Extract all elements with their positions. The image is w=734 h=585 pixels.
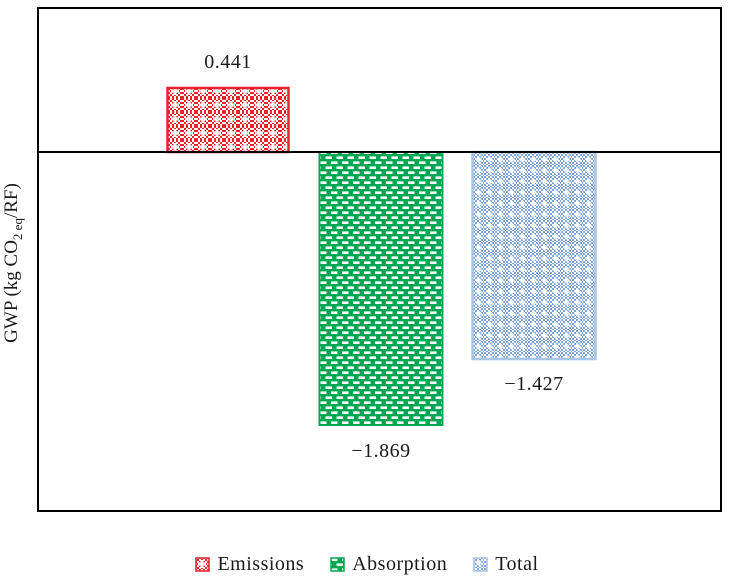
legend-item-emissions: Emissions [195, 552, 304, 576]
legend-label-emissions: Emissions [217, 553, 305, 575]
legend-label-total: Total [495, 553, 539, 575]
y-axis-label-subscript: 2 eq [9, 218, 25, 241]
absorption-swatch-icon [330, 556, 345, 572]
y-axis-label-units: /RF) [1, 183, 22, 219]
value-label-emissions: 0.441 [204, 51, 252, 73]
emissions-swatch-icon [195, 556, 211, 572]
bar-emissions [166, 86, 290, 154]
plot-frame [37, 7, 722, 512]
bar-absorption [318, 151, 444, 426]
y-axis-label-text: GWP (kg CO [1, 240, 22, 343]
total-swatch-icon [473, 556, 488, 572]
value-label-total: −1.427 [504, 373, 564, 395]
chart-legend: Emissions Absorption Total [0, 552, 734, 576]
legend-item-total: Total [473, 552, 538, 576]
y-axis-label: GWP (kg CO2 eq/RF) [0, 153, 25, 373]
bar-total [471, 150, 597, 361]
value-label-absorption: −1.869 [351, 440, 411, 462]
legend-label-absorption: Absorption [352, 553, 448, 575]
legend-item-absorption: Absorption [330, 552, 447, 576]
